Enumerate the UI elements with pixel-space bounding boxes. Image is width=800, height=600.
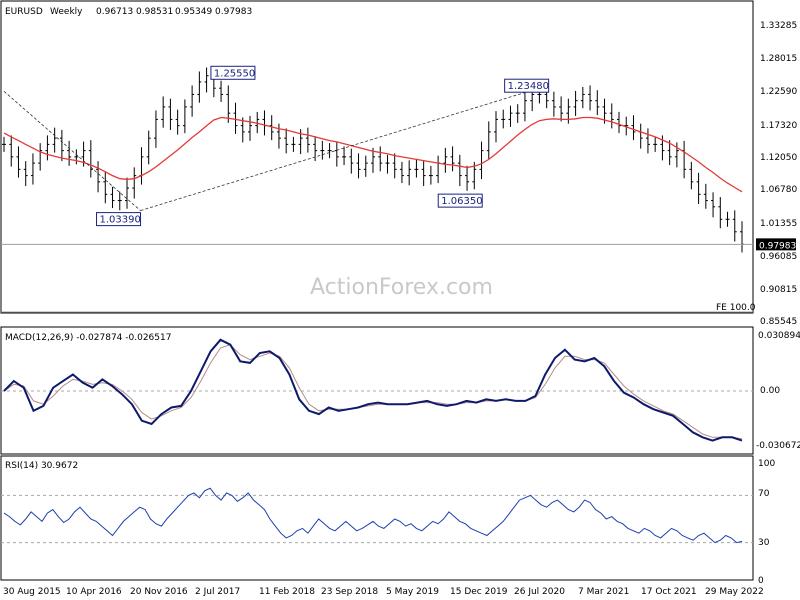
trend-line [140,84,549,211]
date-tick-2: 20 Nov 2016 [130,587,188,597]
rsi-axis: 100 70 30 0 [758,459,775,586]
price-tick-3: 1.17320 [760,121,797,131]
date-tick-10: 17 Oct 2021 [641,587,697,597]
annotation-box [96,212,142,227]
last-price-tag [756,238,796,251]
macd-axis: 0.030894 0.00 -0.030672 [756,331,800,451]
chart-symbol: EURUSD [5,7,43,17]
annotation-box [210,65,256,80]
annotation-box [437,193,483,208]
date-tick-1: 10 Apr 2016 [66,587,122,597]
rsi-tick-70: 70 [758,489,770,499]
macd-main-line [3,338,743,442]
date-tick-0: 30 Aug 2015 [3,587,61,597]
ohlc-low: 0.95349 [175,7,212,17]
rsi-tick-100: 100 [758,459,775,469]
date-tick-5: 23 Sep 2018 [321,587,378,597]
date-tick-7: 15 Dec 2019 [450,587,508,597]
rsi-series [1,487,753,544]
fe-label: FE 100.0 [716,303,756,313]
last-price-tag-text: 0.97983 [759,241,796,251]
rsi-tick-0: 0 [758,576,764,586]
macd-panel-frame [0,326,754,455]
annotation-box [504,78,550,93]
price-tick-5: 1.06780 [760,185,797,195]
price-tick-2: 1.22590 [760,87,797,97]
macd-tick-top: 0.030894 [758,331,800,341]
ohlc-high: 0.98531 [136,7,173,17]
price-series: 0.97983 [1,65,796,313]
date-tick-8: 26 Jul 2020 [514,587,565,597]
date-tick-3: 2 Jul 2017 [195,587,240,597]
macd-tick-bottom: -0.030672 [756,441,800,451]
price-axis: 1.33285 1.28015 1.22590 1.17320 1.12050 … [760,21,797,327]
trend-line [3,91,141,211]
date-tick-4: 11 Feb 2018 [259,587,315,597]
moving-average-line [3,116,743,193]
price-tick-1: 1.28015 [760,54,797,64]
price-tick-8: 0.90815 [760,285,797,295]
annotation-label: 1.23480 [508,81,549,92]
rsi-line [3,487,743,544]
macd-label: MACD(12,26,9) -0.027874 -0.026517 [5,333,171,343]
ohlc-open: 0.96713 [96,7,133,17]
watermark: ActionForex.com [310,275,493,300]
date-tick-9: 7 Mar 2021 [578,587,629,597]
annotation-label: 1.03390 [100,215,141,226]
price-tick-4: 1.12050 [760,153,797,163]
ohlc-close: 0.97983 [215,7,252,17]
chart-timeframe: Weekly [50,7,83,17]
macd-signal-line [3,344,743,440]
price-tick-6: 1.01355 [760,219,797,229]
price-panel-frame [0,0,754,314]
date-axis: 30 Aug 2015 10 Apr 2016 20 Nov 2016 2 Ju… [3,587,764,597]
macd-tick-zero: 0.00 [760,386,780,396]
price-tick-7: 0.96085 [760,252,797,262]
price-annotations: 1.03390 1.25550 1.06350 1.23480 [96,65,550,227]
rsi-panel-frame [0,455,754,581]
date-tick-6: 5 May 2019 [386,587,439,597]
macd-series [1,338,753,442]
date-tick-11: 29 May 2022 [705,587,764,597]
annotation-label: 1.06350 [441,196,482,207]
annotation-label: 1.25550 [214,68,255,79]
rsi-tick-30: 30 [758,538,770,548]
price-tick-9: 0.85545 [760,317,797,327]
price-tick-0: 1.33285 [760,21,797,31]
rsi-label: RSI(14) 30.9672 [5,461,78,471]
